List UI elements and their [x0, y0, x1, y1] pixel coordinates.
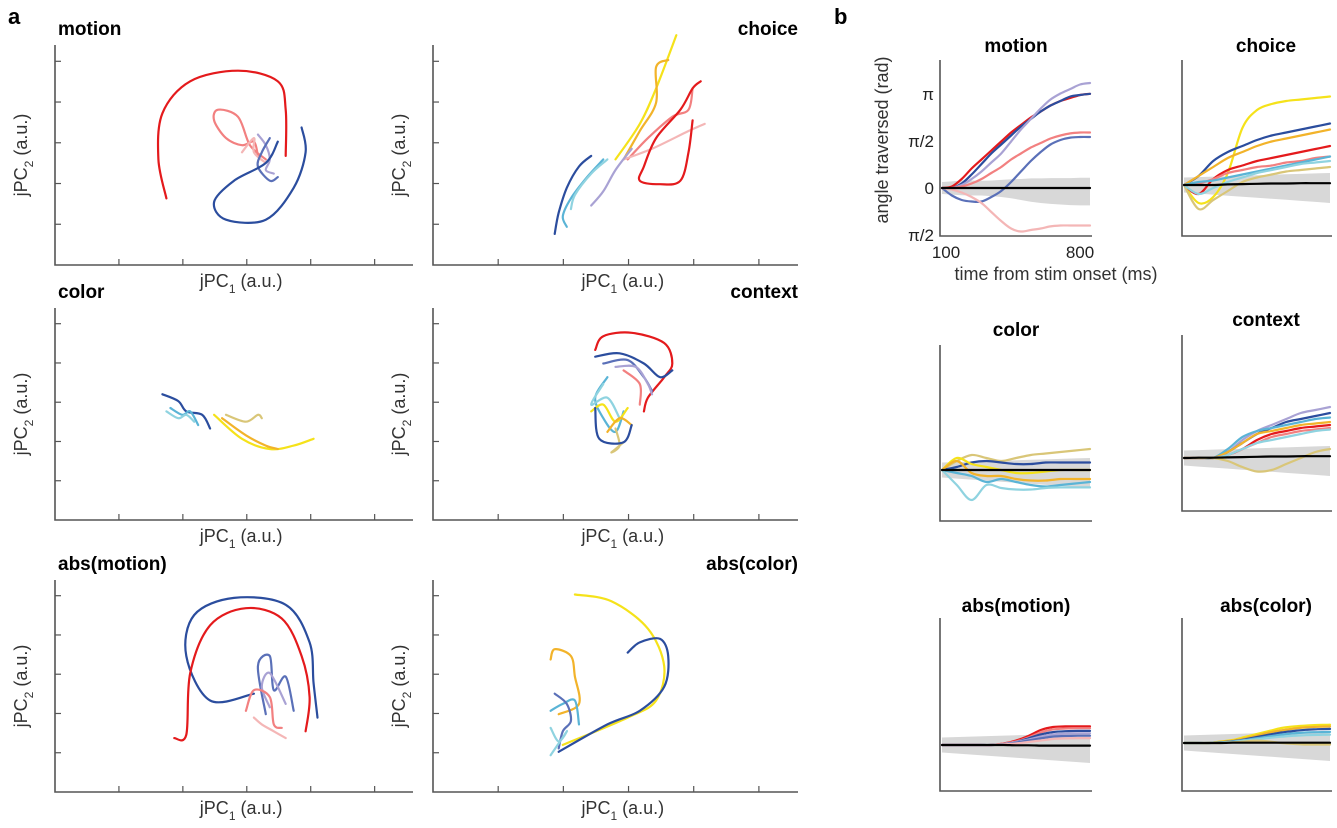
y-axis-label: jPC2 (a.u.): [389, 645, 414, 729]
plot-title: color: [58, 282, 105, 303]
plot-title: color: [993, 320, 1040, 341]
angle-plot-abs-motion: abs(motion): [940, 596, 1092, 791]
plot-title: abs(motion): [962, 596, 1071, 617]
x-axis-label: jPC1 (a.u.): [199, 526, 283, 551]
traj-plot-motion: motion jPC1 (a.u.) jPC2 (a.u.): [11, 19, 413, 296]
axis-lines: [940, 618, 1092, 791]
x-tick-label: 100: [932, 243, 960, 262]
angle-plot-color: color: [940, 320, 1092, 521]
y-axis-label: jPC2 (a.u.): [11, 114, 36, 198]
axis-lines: [433, 45, 798, 265]
y-axis-label: jPC2 (a.u.): [389, 373, 414, 457]
plot-title: motion: [58, 19, 121, 40]
x-axis-label: jPC1 (a.u.): [580, 798, 664, 823]
null-mean-line: [942, 745, 1090, 746]
trajectory-cyan: [571, 159, 608, 209]
traj-plot-abs-color: abs(color) jPC1 (a.u.) jPC2 (a.u.): [389, 554, 798, 823]
y-axis-label: angle traversed (rad): [872, 56, 892, 223]
axis-lines: [433, 580, 798, 792]
y-tick-label: 0: [925, 179, 934, 198]
y-tick-label: π/2: [908, 226, 934, 245]
axis-lines: [55, 308, 413, 520]
plot-title: motion: [984, 36, 1047, 57]
axis-lines: [940, 60, 1092, 236]
trajectory-light_blue: [563, 159, 604, 226]
x-axis-label: jPC1 (a.u.): [199, 798, 283, 823]
traj-plot-color: color jPC1 (a.u.) jPC2 (a.u.): [11, 282, 413, 551]
x-axis-label: jPC1 (a.u.): [580, 271, 664, 296]
axis-lines: [55, 580, 413, 792]
traj-plot-abs-motion: abs(motion) jPC1 (a.u.) jPC2 (a.u.): [11, 554, 413, 823]
axis-lines: [1182, 618, 1332, 791]
angle-plot-choice: choice: [1182, 36, 1332, 236]
traj-plot-choice: choice jPC1 (a.u.) jPC2 (a.u.): [389, 19, 798, 296]
plot-title: abs(color): [706, 554, 798, 575]
x-axis-label: time from stim onset (ms): [954, 264, 1157, 284]
traj-plot-context: context jPC1 (a.u.) jPC2 (a.u.): [389, 282, 799, 551]
trajectory-red: [595, 332, 672, 411]
trajectory-light_red: [624, 370, 641, 404]
angle-plot-context: context: [1182, 310, 1332, 511]
plot-area: [942, 83, 1090, 232]
y-tick-label: π/2: [908, 132, 934, 151]
trajectory-dark_blue: [162, 394, 210, 428]
axis-lines: [1182, 60, 1332, 236]
angle-plot-abs-color: abs(color): [1182, 596, 1332, 791]
angle-line-red: [942, 94, 1090, 188]
plot-title: abs(motion): [58, 554, 167, 575]
plots-layer: motion jPC1 (a.u.) jPC2 (a.u.) choice jPC1 (…: [11, 19, 1332, 823]
x-axis-label: jPC1 (a.u.): [199, 271, 283, 296]
angle-line-dark_blue: [942, 94, 1090, 189]
y-axis-label: jPC2 (a.u.): [389, 114, 414, 198]
plot-title: context: [1232, 310, 1300, 331]
plot-title: choice: [1236, 36, 1296, 57]
trajectory-dark_blue: [185, 597, 317, 717]
trajectory-light_red: [628, 88, 693, 159]
trajectory-dark_blue: [214, 128, 306, 223]
x-axis-label: jPC1 (a.u.): [580, 526, 664, 551]
plot-title: abs(color): [1220, 596, 1312, 617]
axis-lines: [433, 308, 798, 520]
y-tick-label: π: [922, 85, 934, 104]
trajectory-lavender: [591, 149, 632, 206]
axis-lines: [940, 345, 1092, 521]
x-tick-label: 800: [1066, 243, 1094, 262]
trajectory-khaki: [226, 415, 262, 422]
y-axis-label: jPC2 (a.u.): [11, 373, 36, 457]
trajectory-lavender: [616, 366, 653, 395]
trajectory-red: [174, 608, 309, 740]
plot-title: context: [730, 282, 798, 303]
plot-area: [1184, 725, 1330, 761]
panel-a-letter: a: [8, 4, 21, 29]
panel-b-letter: b: [834, 4, 847, 29]
trajectory-gold: [222, 418, 278, 449]
trajectory-dark_blue: [559, 638, 669, 752]
plot-area: [942, 449, 1090, 500]
plot-area: [1184, 407, 1330, 476]
plot-area: [1184, 97, 1330, 210]
plot-area: [942, 726, 1090, 763]
y-axis-label: jPC2 (a.u.): [11, 645, 36, 729]
axis-lines: [55, 45, 413, 265]
plot-title: choice: [738, 19, 798, 40]
